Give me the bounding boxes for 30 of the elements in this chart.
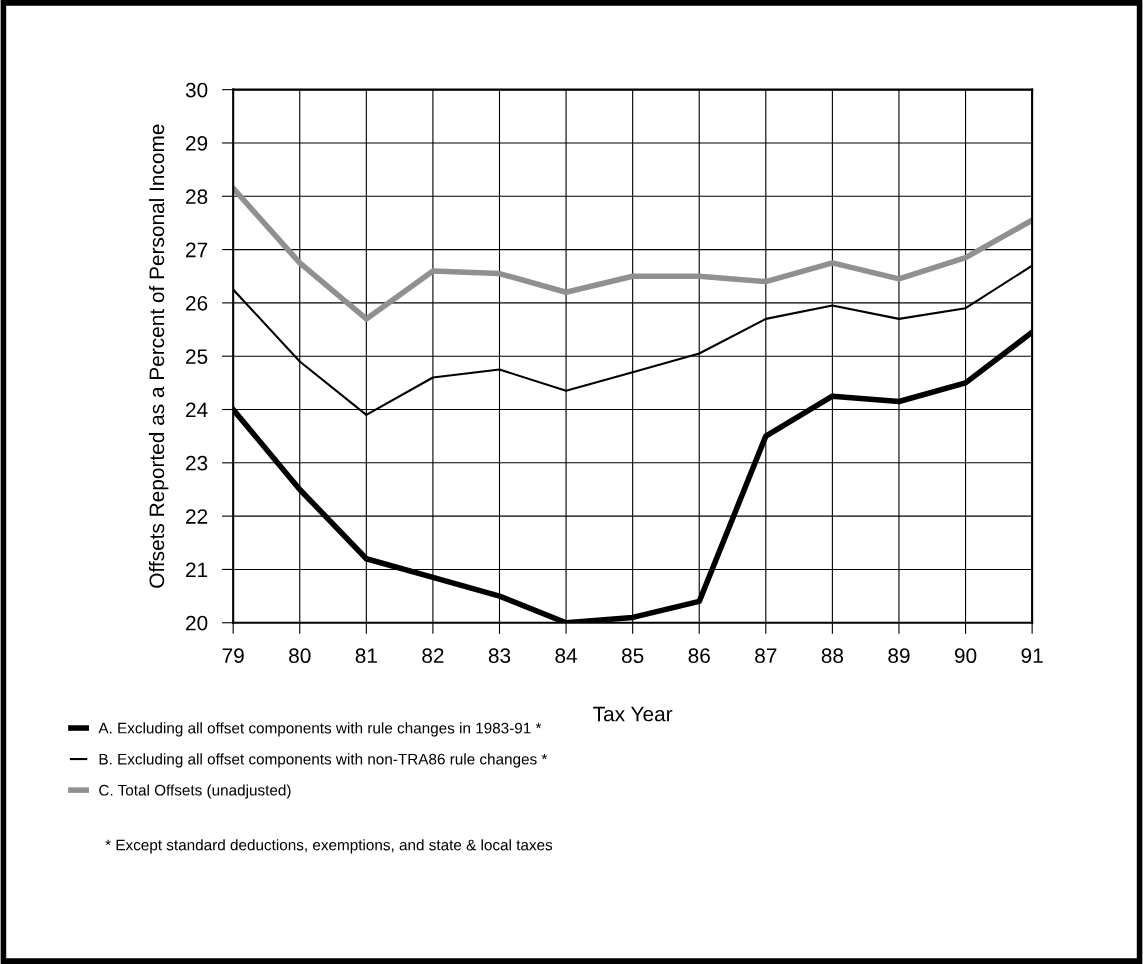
- y-axis-title: Offsets Reported as a Percent of Personal Income: [148, 124, 169, 588]
- y-tick-label: 22: [186, 509, 208, 524]
- text: * Except standard deductions, exemptions, and state & local taxes: [105, 839, 553, 854]
- x-tick-label: 85: [621, 648, 644, 664]
- x-tick-label: 88: [821, 648, 844, 664]
- y-tick-label: 23: [186, 455, 208, 471]
- x-tick-label: 82: [422, 648, 444, 664]
- legend-label: C. Total Offsets (unadjusted): [99, 784, 291, 799]
- y-tick-label: 27: [186, 242, 208, 258]
- x-tick-label: 86: [688, 648, 710, 664]
- y-tick-label: 30: [185, 82, 208, 98]
- x-tick-label: 83: [488, 648, 511, 664]
- y-tick-label: 28: [186, 189, 208, 205]
- x-tick-label: 91: [1021, 648, 1043, 664]
- x-tick-label: 87: [755, 648, 777, 664]
- y-tick-label: 20: [186, 615, 208, 631]
- x-tick-label: 81: [355, 648, 377, 664]
- x-tick-label: 80: [289, 648, 311, 664]
- y-tick-label: 26: [186, 295, 208, 311]
- y-tick-label: 21: [186, 562, 208, 577]
- y-tick-label: 25: [186, 349, 208, 364]
- legend-label: B. Excluding all offset components with non-TRA86 rule changes *: [99, 753, 548, 768]
- legend-label: A. Excluding all offset components with rule changes in 1983-91 *: [98, 722, 542, 737]
- x-axis-title: Tax Year: [593, 706, 673, 722]
- x-tick-label: 79: [222, 648, 244, 664]
- y-tick-label: 29: [186, 135, 208, 151]
- x-tick-label: 89: [888, 648, 910, 664]
- x-tick-label: 90: [954, 648, 977, 664]
- y-tick-label: 24: [186, 402, 208, 418]
- x-tick-label: 84: [555, 648, 578, 664]
